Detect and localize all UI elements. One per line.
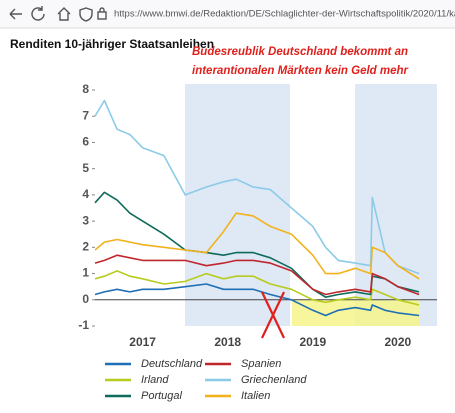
annotation: Budesreublik Deutschland bekommt an (192, 46, 408, 58)
y-tick-label: 4 (82, 187, 89, 201)
cross-mark (261, 291, 285, 339)
legend-label: Spanien (241, 358, 281, 370)
y-tick-label: 0 (82, 292, 89, 306)
x-tick-label: 2019 (299, 335, 326, 349)
browser-toolbar (0, 0, 455, 28)
x-tick-label: 2018 (214, 335, 241, 349)
series-line (94, 212, 420, 280)
lock-icon (97, 11, 107, 20)
y-tick-label: 3 (82, 213, 89, 227)
legend-label: Portugal (141, 390, 183, 402)
y-tick-label: 6 (82, 135, 89, 149)
series-line (94, 283, 420, 317)
home-button[interactable] (57, 7, 71, 21)
page-title: Renditen 10-jähriger Staatsanleihen (10, 37, 214, 51)
y-tick-label: 1 (82, 266, 89, 280)
legend-label: Italien (241, 390, 270, 402)
series-line (94, 270, 420, 306)
annotation: interantionalen Märkten kein Geld mehr (192, 65, 409, 77)
shaded-period (185, 84, 290, 326)
lock-shackle (99, 7, 105, 12)
url-bar[interactable]: https://www.bmwi.de/Redaktion/DE/Schlagl… (114, 9, 455, 20)
y-tick-label: 2 (82, 240, 89, 254)
reload-button[interactable] (31, 6, 45, 21)
y-tick-label: 7 (82, 108, 89, 122)
shield-icon (79, 7, 93, 22)
x-tick-label: 2017 (129, 335, 156, 349)
shaded-period (355, 84, 437, 326)
legend-label: Deutschland (141, 358, 203, 370)
series-line (94, 99, 420, 275)
legend-label: Griechenland (241, 374, 307, 386)
y-tick-label: 5 (82, 161, 89, 175)
back-button[interactable] (9, 8, 22, 20)
x-tick-label: 2020 (385, 335, 412, 349)
y-tick-label: 8 (82, 82, 89, 96)
legend-label: Irland (141, 374, 169, 386)
y-tick-label: -1 (78, 318, 89, 332)
series-line (94, 254, 420, 296)
